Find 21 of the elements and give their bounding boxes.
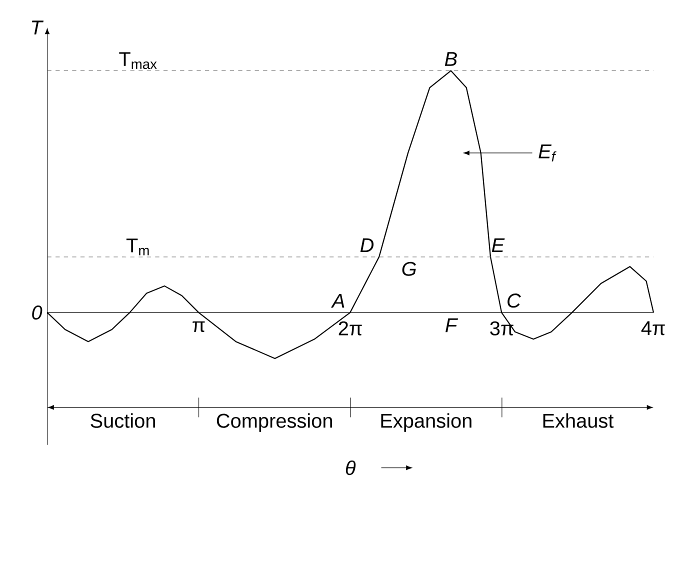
- text: Compression: [216, 413, 332, 432]
- x-tick-label: 2π: [338, 321, 362, 336]
- x-tick-label: π: [192, 321, 205, 332]
- ref-line-label: T$_{max}$: [119, 52, 157, 70]
- annotation: F: [446, 318, 458, 332]
- x-tick-label: 3π: [490, 321, 514, 336]
- text: Expansion: [381, 413, 472, 432]
- annotation: E$_{f}$: [538, 144, 556, 162]
- y-axis-title: T: [32, 20, 44, 35]
- x-tick-label: 4π: [641, 321, 665, 336]
- annotation: A: [330, 294, 344, 308]
- annotation: D: [360, 238, 374, 252]
- annotation: C: [508, 294, 521, 308]
- text: Exhaust: [543, 413, 614, 428]
- ref-line-label: T$_{m}$: [126, 238, 149, 256]
- text: θ: [346, 460, 356, 476]
- annotation: B: [444, 52, 457, 66]
- annotation: E: [492, 238, 505, 252]
- annotation: 0: [32, 306, 42, 320]
- annotation: G: [402, 262, 416, 276]
- text: Suction: [90, 413, 155, 428]
